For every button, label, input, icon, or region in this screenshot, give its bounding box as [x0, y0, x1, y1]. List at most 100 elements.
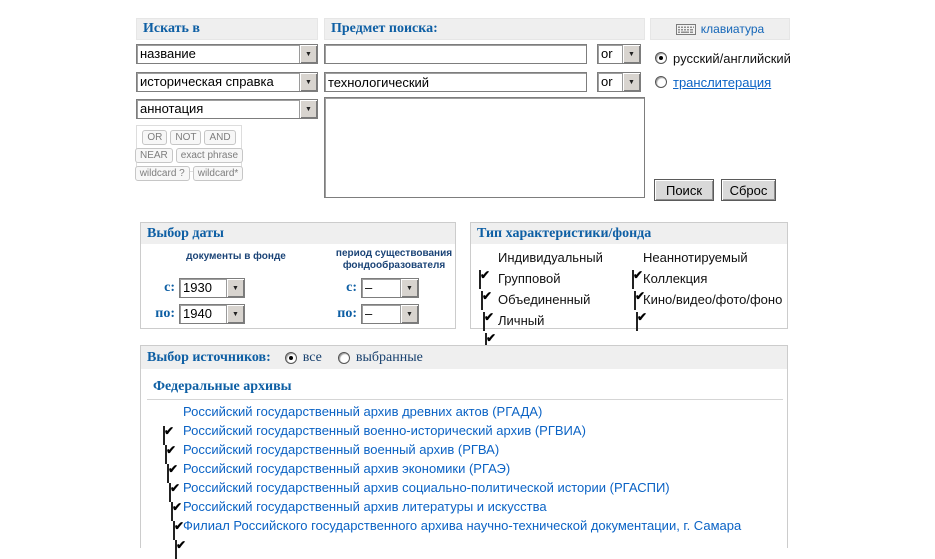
search-button[interactable]: Поиск — [654, 179, 714, 201]
sources-all-label[interactable]: все — [302, 349, 322, 365]
transliteration-link[interactable]: транслитерация — [673, 75, 772, 90]
search-term-input-1[interactable] — [324, 44, 587, 64]
period-to-value: – — [365, 306, 373, 321]
russian-english-label: русский/английский — [673, 51, 791, 66]
archive-rgaspi-checkbox[interactable]: ✔ — [171, 500, 182, 521]
type-panel-title: Тип характеристики/фонда — [477, 225, 652, 241]
keyboard-link[interactable]: клавиатура — [700, 22, 765, 36]
operator-near-button[interactable]: NEAR — [134, 148, 173, 163]
operator-wildcard-q-button[interactable]: wildcard ? — [134, 166, 190, 181]
chevron-down-icon[interactable]: ▼ — [622, 45, 640, 63]
docs-to-select[interactable]: 1940 ▼ — [179, 304, 245, 324]
type-personal-label: Личный — [498, 313, 545, 328]
archive-rgada-link[interactable]: Российский государственный архив древних… — [183, 404, 543, 419]
chevron-down-icon[interactable]: ▼ — [226, 279, 244, 297]
search-field-select-2[interactable]: историческая справка ▼ — [136, 72, 318, 92]
docs-to-value: 1940 — [183, 306, 212, 321]
sources-panel-header: Выбор источников: все выбранные — [141, 346, 787, 369]
archive-rgva-link[interactable]: Российский государственный военный архив… — [183, 442, 500, 457]
archive-rgantd-samara-checkbox[interactable]: ✔ — [175, 538, 186, 559]
period-from-select[interactable]: – ▼ — [361, 278, 419, 298]
type-collection-checkbox[interactable]: ✔ — [634, 289, 645, 310]
search-field-select-3[interactable]: аннотация ▼ — [136, 99, 318, 119]
period-from-label: с: — [346, 280, 357, 295]
search-term-input-2[interactable] — [324, 72, 587, 92]
search-subject-header-bar: Предмет поиска: — [324, 18, 645, 40]
date-panel: Выбор даты документы в фонде период суще… — [140, 222, 456, 329]
docs-from-select[interactable]: 1930 ▼ — [179, 278, 245, 298]
operator-exact-phrase-button[interactable]: exact phrase — [175, 148, 244, 163]
keyboard-icon[interactable] — [675, 23, 696, 36]
type-united-checkbox[interactable]: ✔ — [483, 310, 494, 331]
chevron-down-icon[interactable]: ▼ — [400, 305, 418, 323]
search-term-textarea[interactable] — [324, 97, 645, 198]
federal-archives-divider — [147, 399, 783, 400]
operator-wildcard-star-button[interactable]: wildcard* — [192, 166, 244, 181]
search-field-select-1-value: название — [140, 46, 196, 61]
sources-panel-title: Выбор источников: — [147, 349, 271, 365]
operator-or-button[interactable]: OR — [142, 130, 168, 145]
operator-select-1-value: or — [601, 46, 613, 61]
sources-chosen-radio[interactable] — [337, 351, 350, 364]
sources-panel: Выбор источников: все выбранные Федераль… — [140, 345, 788, 559]
chevron-down-icon[interactable]: ▼ — [299, 100, 317, 118]
chevron-down-icon[interactable]: ▼ — [400, 279, 418, 297]
docs-to-label: по: — [155, 306, 175, 321]
search-field-select-2-value: историческая справка — [140, 74, 274, 89]
docs-from-value: 1930 — [183, 280, 212, 295]
archive-rgvia-link[interactable]: Российский государственный военно-истори… — [183, 423, 586, 438]
type-unannotated-label: Неаннотируемый — [643, 250, 748, 265]
period-to-select[interactable]: – ▼ — [361, 304, 419, 324]
date-panel-header: Выбор даты — [141, 223, 455, 244]
period-from-value: – — [365, 280, 373, 295]
search-subject-title: Предмет поиска: — [331, 21, 438, 36]
sources-chosen-label[interactable]: выбранные — [355, 349, 423, 365]
archive-rgantd-samara-link[interactable]: Филиал Российского государственного архи… — [183, 518, 742, 533]
fund-creator-period-label: период существования фондообразователя — [335, 248, 453, 271]
federal-archives-title: Федеральные архивы — [153, 379, 292, 394]
reset-button[interactable]: Сброс — [721, 179, 776, 201]
type-unannotated-checkbox[interactable]: ✔ — [632, 268, 643, 289]
type-united-label: Объединенный — [498, 292, 591, 307]
chevron-down-icon[interactable]: ▼ — [299, 73, 317, 91]
operator-buttons-box: OR NOT AND NEAR exact phrase wildcard ? … — [134, 125, 244, 181]
archive-rgae-link[interactable]: Российский государственный архив экономи… — [183, 461, 511, 476]
docs-from-label: с: — [164, 280, 175, 295]
period-to-label: по: — [337, 306, 357, 321]
archive-rgva-checkbox[interactable]: ✔ — [167, 462, 178, 483]
operator-and-button[interactable]: AND — [204, 130, 236, 145]
type-individual-label: Индивидуальный — [498, 250, 603, 265]
search-in-title: Искать в — [143, 21, 200, 36]
docs-in-fund-label: документы в фонде — [186, 251, 286, 262]
chevron-down-icon[interactable]: ▼ — [622, 73, 640, 91]
search-field-select-1[interactable]: название ▼ — [136, 44, 318, 64]
archive-rgada-checkbox[interactable]: ✔ — [163, 424, 174, 445]
type-individual-checkbox[interactable]: ✔ — [479, 268, 490, 289]
chevron-down-icon[interactable]: ▼ — [299, 45, 317, 63]
archive-rgali-checkbox[interactable]: ✔ — [173, 519, 184, 540]
type-panel-header: Тип характеристики/фонда — [471, 223, 787, 244]
type-group-checkbox[interactable]: ✔ — [481, 289, 492, 310]
operator-select-1[interactable]: or ▼ — [597, 44, 641, 64]
type-media-checkbox[interactable]: ✔ — [636, 310, 647, 331]
search-in-header-bar: Искать в — [136, 18, 318, 40]
operator-select-2[interactable]: or ▼ — [597, 72, 641, 92]
type-group-label: Групповой — [498, 271, 561, 286]
type-panel: Тип характеристики/фонда ✔ Индивидуальны… — [470, 222, 788, 352]
operator-not-button[interactable]: NOT — [170, 130, 202, 145]
archive-rgaspi-link[interactable]: Российский государственный архив социаль… — [183, 480, 670, 495]
operator-select-2-value: or — [601, 74, 613, 89]
archive-rgvia-checkbox[interactable]: ✔ — [165, 443, 176, 464]
type-media-label: Кино/видео/фото/фоно — [643, 292, 783, 307]
date-panel-title: Выбор даты — [147, 225, 224, 241]
archive-rgae-checkbox[interactable]: ✔ — [169, 481, 180, 502]
sources-all-radio[interactable] — [284, 351, 297, 364]
russian-english-radio[interactable] — [655, 52, 667, 64]
type-personal-checkbox[interactable]: ✔ — [485, 331, 496, 352]
chevron-down-icon[interactable]: ▼ — [226, 305, 244, 323]
transliteration-radio[interactable] — [655, 76, 667, 88]
keyboard-header-bar: клавиатура — [650, 18, 790, 40]
type-collection-label: Коллекция — [643, 271, 708, 286]
search-field-select-3-value: аннотация — [140, 101, 204, 116]
archive-rgali-link[interactable]: Российский государственный архив литерат… — [183, 499, 547, 514]
